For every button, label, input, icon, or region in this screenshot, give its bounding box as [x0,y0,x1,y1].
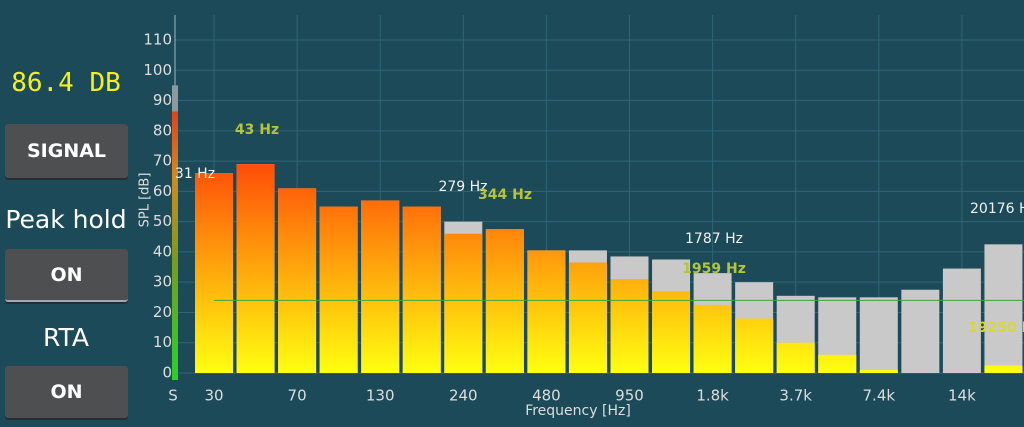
rta-button[interactable]: ON [5,366,128,418]
peak-bar [984,244,1023,373]
signal-button[interactable]: SIGNAL [5,124,128,178]
peak-annotation: 1787 Hz [685,231,743,247]
y-tick-label: 110 [143,31,172,49]
level-bar [319,206,358,373]
y-tick-label: 20 [153,303,172,321]
meter-level [172,111,178,380]
peak-annotation: 1959 Hz [682,261,746,277]
peak-annotation: 344 Hz [478,187,532,203]
level-bar [568,262,607,373]
x-tick-label: 240 [449,387,478,405]
x-tick-label: 1.8k [696,387,729,405]
y-tick-label: 80 [153,121,172,139]
level-bar [693,304,732,373]
y-tick-label: 90 [153,91,172,109]
y-tick-label: 30 [153,273,172,291]
level-bar [195,173,233,373]
level-bar [236,164,275,373]
rta-label: RTA [43,323,89,352]
level-bar [610,279,649,373]
y-tick-label: 60 [153,182,172,200]
level-bar [984,365,1023,373]
level-display: 86.4 DB [11,68,121,98]
level-bar [444,233,483,373]
level-bar [776,342,815,373]
peak-annotation: 279 Hz [438,179,487,195]
level-bar [859,369,898,373]
level-bar [818,354,857,373]
y-tick-label: 50 [153,212,172,230]
y-tick-label: 70 [153,152,172,170]
peak-annotation: 19250 Hz [968,320,1024,336]
x-tick-label: 14k [948,387,976,405]
x-tick-label: 30 [204,387,223,405]
x-axis-label: Frequency [Hz] [525,403,631,419]
level-bar [402,206,441,373]
x-tick-label: 7.4k [863,387,896,405]
peak-annotation: 43 Hz [235,122,279,138]
peak-bar [901,289,940,373]
peak-annotation: 31 Hz [175,166,215,182]
peak-hold-label: Peak hold [5,205,127,234]
x-tick-label: 130 [366,387,395,405]
y-tick-label: 40 [153,242,172,260]
level-bar [735,318,774,373]
x-tick-label: 950 [615,387,644,405]
meter-label: S [168,387,178,405]
x-tick-label: 3.7k [779,387,812,405]
peak-bar [859,297,898,373]
level-bar [278,188,317,373]
level-bar [485,229,524,373]
peak-bar [942,268,981,373]
x-tick-label: 480 [532,387,561,405]
y-tick-label: 10 [153,333,172,351]
x-tick-label: 70 [288,387,307,405]
peak-annotation: 20176 Hz [970,201,1024,217]
level-bar [527,250,566,373]
peak-hold-button[interactable]: ON [5,249,128,302]
y-axis-label: SPL [dB] [138,173,153,228]
y-tick-label: 100 [143,61,172,79]
y-tick-label: 0 [162,364,172,382]
level-bar [361,200,400,373]
level-bar [652,291,691,373]
